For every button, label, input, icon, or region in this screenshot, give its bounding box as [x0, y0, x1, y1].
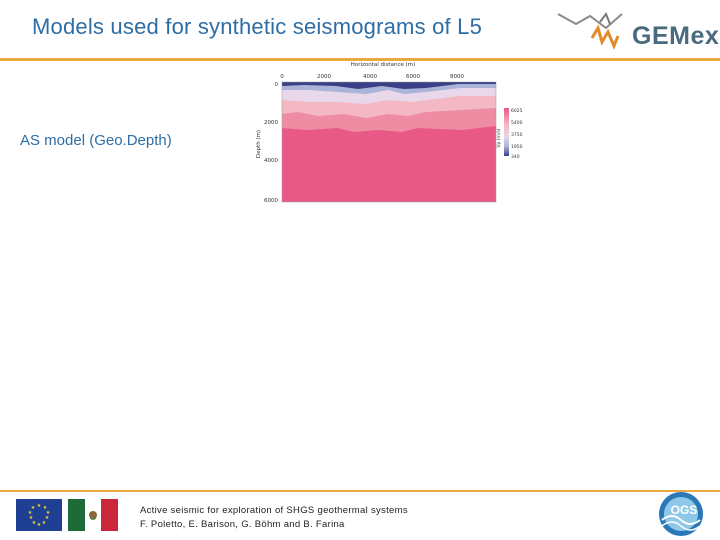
colorbar-tick: 5400 — [511, 120, 523, 126]
svg-text:★: ★ — [29, 515, 34, 521]
colorbar-tick: 6025 — [511, 108, 523, 114]
model-label: AS model (Geo.Depth) — [20, 132, 172, 149]
svg-text:★: ★ — [37, 503, 42, 509]
mexico-flag-icon — [68, 499, 118, 531]
velocity-model-figure: Horizontal distance (m) 0 2000 4000 6000… — [256, 62, 523, 204]
model-surface-layer — [282, 82, 496, 89]
svg-text:★: ★ — [45, 515, 50, 521]
svg-text:★: ★ — [31, 505, 36, 511]
title-divider — [0, 58, 720, 61]
y-tick: 6000 — [264, 198, 278, 204]
eu-flag-icon: ★ ★★ ★★★ ★★★ ★ — [16, 499, 62, 531]
x-tick: 2000 — [317, 74, 331, 80]
ogs-logo: OGS — [659, 492, 703, 536]
footer-project-line: Active seismic for exploration of SHGS g… — [140, 505, 408, 516]
footer-credits: Active seismic for exploration of SHGS g… — [140, 504, 408, 532]
colorbar-tick: 3750 — [511, 132, 523, 138]
colorbar — [504, 108, 509, 156]
footer-authors-line: F. Poletto, E. Barison, G. Böhm and B. F… — [140, 519, 345, 530]
gemex-logo — [557, 11, 623, 50]
x-tick: 6000 — [406, 74, 420, 80]
svg-text:★: ★ — [43, 505, 48, 511]
colorbar-tick: 340 — [511, 154, 520, 160]
y-tick: 2000 — [264, 120, 278, 126]
colorbar-title: Vp (m/s) — [496, 128, 502, 147]
x-axis-title: Horizontal distance (m) — [351, 62, 416, 68]
y-axis-title: Depth (m) — [256, 130, 262, 158]
x-tick: 4000 — [363, 74, 377, 80]
y-tick: 0 — [275, 82, 279, 88]
x-tick: 8000 — [450, 74, 464, 80]
colorbar-tick: 1950 — [511, 144, 523, 150]
svg-text:★: ★ — [28, 510, 33, 516]
ogs-logo-text: OGS — [671, 503, 698, 517]
svg-text:★: ★ — [42, 520, 47, 526]
svg-text:★: ★ — [37, 522, 42, 528]
svg-text:★: ★ — [32, 520, 37, 526]
gemex-logo-text: GEMex — [632, 22, 720, 50]
footer-divider — [0, 490, 720, 492]
slide-title: Models used for synthetic seismograms of… — [32, 14, 483, 39]
y-tick: 4000 — [264, 158, 278, 164]
svg-text:★: ★ — [46, 510, 51, 516]
x-tick: 0 — [280, 74, 284, 80]
